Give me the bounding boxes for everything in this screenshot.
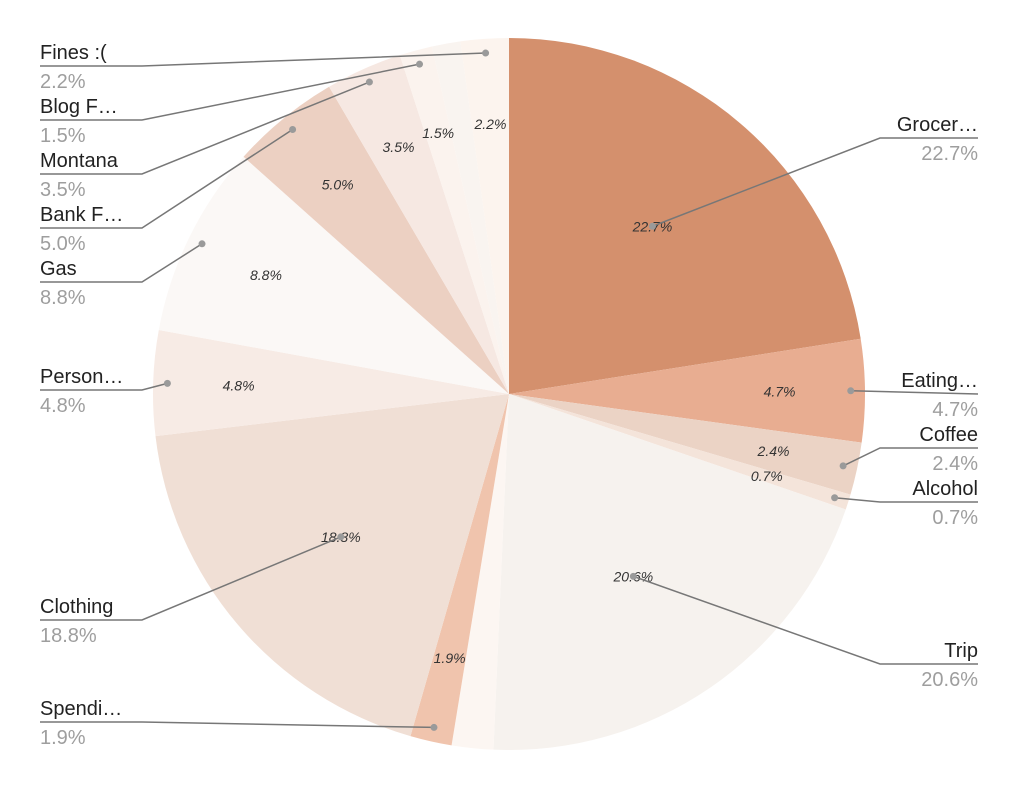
pie-slice[interactable] <box>509 394 862 495</box>
callout-name: Clothing <box>40 596 113 618</box>
callout: Coffee 2.4% <box>839 424 978 475</box>
pie-slice[interactable] <box>493 394 846 751</box>
callout-leader-line <box>842 447 978 467</box>
callout-dot <box>629 572 637 580</box>
callout-name: Coffee <box>919 424 978 446</box>
callout-dot <box>163 379 171 387</box>
slice-value-label: 4.7% <box>764 383 796 399</box>
slice-value-label: 2.2% <box>474 116 507 132</box>
callout-percent: 22.7% <box>921 143 978 165</box>
callout-percent: 2.2% <box>40 71 86 93</box>
callout-name: Bank F… <box>40 204 123 226</box>
pie-slice[interactable] <box>410 394 509 746</box>
pie-slice[interactable] <box>243 86 509 394</box>
callout: Grocer… 22.7% <box>648 114 978 230</box>
callout-dot <box>416 60 424 68</box>
slice-value-label: 2.4% <box>757 443 790 459</box>
callout-leader-line <box>850 390 979 395</box>
callout-percent: 1.5% <box>40 125 86 147</box>
callout-dot <box>847 387 855 395</box>
callout-name: Grocer… <box>897 114 978 136</box>
callout-leader-line <box>40 721 435 729</box>
callout-leader-line <box>40 63 420 121</box>
callout-leader-line <box>40 382 168 391</box>
pie-callouts: Grocer… 22.7% Eating… 4.7% Coffee 2.4% Alcohol… <box>40 42 978 749</box>
pie-slice[interactable] <box>431 41 509 394</box>
callout-dot <box>482 49 490 57</box>
callout: Alcohol 0.7% <box>831 478 978 529</box>
callout: Montana 3.5% <box>40 78 373 201</box>
callout-percent: 4.7% <box>932 399 978 421</box>
slice-value-label: 3.5% <box>383 139 415 155</box>
callout-dot <box>365 78 373 86</box>
callout: Blog F… 1.5% <box>40 60 424 147</box>
callout-percent: 2.4% <box>932 453 978 475</box>
callout: Spendi… 1.9% <box>40 698 438 749</box>
callout-name: Montana <box>40 150 119 172</box>
slice-value-label: 0.7% <box>751 468 783 484</box>
pie-slice[interactable] <box>399 46 509 394</box>
callout-leader-line <box>40 243 203 283</box>
slice-value-label: 4.8% <box>223 378 255 394</box>
callout-leader-line <box>633 575 978 665</box>
callout-percent: 8.8% <box>40 287 86 309</box>
callout-percent: 3.5% <box>40 179 86 201</box>
pie-slice[interactable] <box>155 394 509 737</box>
callout-leader-line <box>40 81 370 175</box>
callout-name: Alcohol <box>912 478 978 500</box>
callout-dot <box>648 222 656 230</box>
pie-slice[interactable] <box>460 38 509 394</box>
callout-dot <box>198 240 206 248</box>
callout-leader-line <box>834 497 978 503</box>
callout: Person… 4.8% <box>40 366 171 417</box>
slice-value-label: 1.5% <box>422 125 454 141</box>
callout: Trip 20.6% <box>629 572 978 691</box>
pie-slice[interactable] <box>152 329 509 437</box>
callout-percent: 4.8% <box>40 395 86 417</box>
pie-slice[interactable] <box>329 55 509 395</box>
callout-dot <box>831 494 839 502</box>
callout: Gas 8.8% <box>40 240 206 309</box>
callout-percent: 0.7% <box>932 507 978 529</box>
callout-leader-line <box>40 536 342 621</box>
callout-percent: 18.8% <box>40 625 97 647</box>
slice-value-label: 1.9% <box>434 650 466 666</box>
callout-dot <box>337 533 345 541</box>
callout-name: Trip <box>944 640 978 662</box>
callout-percent: 5.0% <box>40 233 86 255</box>
callout-name: Blog F… <box>40 96 118 118</box>
pie-slice[interactable] <box>509 338 865 443</box>
callout-leader-line <box>40 128 294 229</box>
callout: Eating… 4.7% <box>847 370 978 421</box>
callout-leader-line <box>652 137 978 227</box>
callout: Fines :( 2.2% <box>40 42 490 93</box>
callout-name: Eating… <box>901 370 978 392</box>
callout-name: Spendi… <box>40 698 122 720</box>
callout-dot <box>289 125 297 133</box>
callout-name: Gas <box>40 258 77 280</box>
callout-dot <box>839 462 847 470</box>
callout-percent: 20.6% <box>921 669 978 691</box>
slice-value-label: 5.0% <box>322 177 354 193</box>
callout: Bank F… 5.0% <box>40 125 297 255</box>
callout-percent: 1.9% <box>40 727 86 749</box>
callout-leader-line <box>40 52 486 67</box>
pie-slice[interactable] <box>509 38 861 394</box>
callout-dot <box>430 723 438 731</box>
callout-name: Person… <box>40 366 123 388</box>
pie-slices <box>152 38 865 751</box>
callout: Clothing 18.8% <box>40 533 345 647</box>
callout-name: Fines :( <box>40 42 107 64</box>
pie-slice[interactable] <box>509 394 851 510</box>
slice-value-label: 8.8% <box>250 267 282 283</box>
pie-slice[interactable] <box>158 156 509 394</box>
pie-slice[interactable] <box>451 394 509 750</box>
